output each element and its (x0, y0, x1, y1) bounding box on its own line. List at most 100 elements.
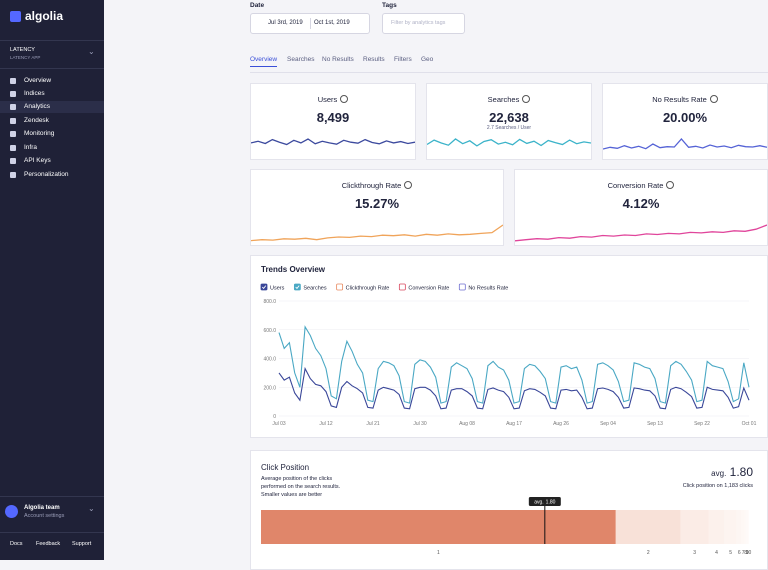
tags-input[interactable]: Filter by analytics tags (382, 13, 465, 34)
position-label: 7 (742, 550, 745, 556)
tab[interactable]: Filters (394, 56, 412, 63)
legend-label: Searches (303, 285, 326, 291)
kpi-card: No Results Rate 20.00% (602, 83, 768, 160)
date-picker[interactable]: Jul 3rd, 2019 Oct 1st, 2019 (250, 13, 370, 34)
nav-label: Infra (24, 144, 38, 151)
tab[interactable]: Overview (250, 56, 278, 63)
logo: algolia (25, 9, 64, 23)
footer-link[interactable]: Feedback (36, 541, 61, 547)
position-label: 8 (744, 550, 747, 556)
x-tick-label: Sep 13 (647, 421, 663, 427)
app-name[interactable]: LATENCY (10, 47, 35, 53)
sparkline (251, 138, 415, 146)
click-card: Click Position Average position of the c… (250, 450, 768, 570)
click-description: Average position of the clicks performed… (261, 475, 340, 499)
nav-item[interactable]: API Keys (0, 155, 104, 167)
account-link[interactable]: Account settings (24, 513, 65, 519)
nav-item[interactable]: Infra (0, 142, 104, 154)
date-end: Oct 1st, 2019 (314, 20, 350, 26)
sparkline (427, 138, 591, 147)
x-tick-label: Jul 03 (272, 421, 286, 427)
kpi-title-text: Clickthrough Rate (341, 181, 402, 190)
separator (310, 18, 311, 29)
nav-label: Zendesk (24, 117, 49, 124)
checkmark (261, 285, 267, 290)
x-tick-label: Aug 08 (459, 421, 475, 427)
date-start: Jul 3rd, 2019 (268, 20, 303, 26)
position-segment (708, 510, 725, 544)
divider (0, 532, 104, 533)
nav-label: Personalization (24, 171, 69, 178)
footer-link[interactable]: Docs (10, 541, 23, 547)
clicks-note: Click position on 1,183 clicks (682, 483, 753, 489)
divider (0, 496, 104, 497)
x-tick-label: Aug 17 (506, 421, 522, 427)
sparkline-line (251, 224, 503, 242)
kpi-card: Conversion Rate 4.12% (514, 169, 768, 246)
series-line (278, 366, 750, 410)
sparkline-line (427, 138, 591, 147)
legend-checkbox (293, 283, 301, 291)
divider (0, 68, 104, 69)
kpi-card: Searches 22,638 2.7 Searches / User (426, 83, 592, 160)
avg-label: avg. (711, 469, 727, 478)
sparkline-line (603, 138, 767, 150)
legend-item[interactable]: No Results Rate (458, 283, 508, 291)
checkmark (295, 285, 300, 290)
tab[interactable]: No Results (322, 56, 354, 63)
position-segment (741, 510, 745, 544)
x-tick-label: Jul 12 (319, 421, 333, 427)
nav-item[interactable]: Overview (0, 75, 104, 87)
nav-label: Monitoring (24, 130, 55, 137)
legend-label: Conversion Rate (408, 285, 449, 291)
position-segment (724, 510, 737, 544)
kpi-title: Clickthrough Rate (251, 181, 503, 190)
description-line: Average position of the clicks (261, 476, 333, 482)
nav-item[interactable]: Personalization (0, 169, 104, 181)
kpi-card: Users 8,499 (250, 83, 416, 160)
app-toggle[interactable]: ⌄ (88, 47, 95, 56)
legend-label: Clickthrough Rate (346, 285, 390, 291)
position-segment (744, 510, 747, 544)
legend-item[interactable]: Users (260, 283, 285, 291)
avg-tooltip (528, 497, 561, 506)
tab[interactable]: Results (363, 56, 385, 63)
kpi-value: 8,499 (316, 110, 350, 125)
divider (0, 40, 104, 41)
position-segment (746, 510, 749, 544)
kpi-title: Conversion Rate (515, 181, 767, 190)
position-label: 9 (746, 550, 749, 556)
team-name[interactable]: Algolia team (24, 505, 60, 511)
nav-item[interactable]: Analytics (0, 101, 104, 113)
legend-label: Users (270, 285, 285, 291)
x-tick-label: Aug 26 (553, 421, 569, 427)
legend-checkbox (458, 283, 466, 291)
x-tick-label: Sep 04 (600, 421, 616, 427)
legend-item[interactable]: Clickthrough Rate (336, 283, 390, 291)
tab[interactable]: Searches (287, 56, 315, 63)
avg-display: avg. 1.80 (711, 465, 753, 479)
legend-checkbox (398, 283, 406, 291)
nav-item[interactable]: Indices (0, 88, 104, 100)
legend-item[interactable]: Conversion Rate (398, 283, 449, 291)
kpi-title-text: No Results Rate (652, 95, 707, 104)
nav-item[interactable]: Zendesk (0, 115, 104, 127)
team-toggle[interactable]: ⌄ (88, 504, 95, 513)
nav-item[interactable]: Monitoring (0, 128, 104, 140)
position-segment (261, 510, 616, 544)
footer-link[interactable]: Support (72, 541, 92, 547)
kpi-value: 4.12% (622, 196, 660, 211)
nav-label: Indices (24, 90, 45, 97)
click-title: Click Position (261, 463, 310, 472)
legend-label: No Results Rate (468, 285, 508, 291)
tab-divider (250, 72, 768, 73)
nav-label: Overview (24, 77, 52, 84)
kpi-value: 20.00% (662, 110, 708, 125)
tab[interactable]: Geo (421, 56, 434, 63)
position-label: 6 (738, 550, 741, 556)
app-id: LATENCY APP (10, 55, 41, 60)
legend-item[interactable]: Searches (293, 283, 327, 291)
y-tick-label: 200.0 (263, 385, 276, 391)
kpi-title-text: Searches (487, 95, 520, 104)
